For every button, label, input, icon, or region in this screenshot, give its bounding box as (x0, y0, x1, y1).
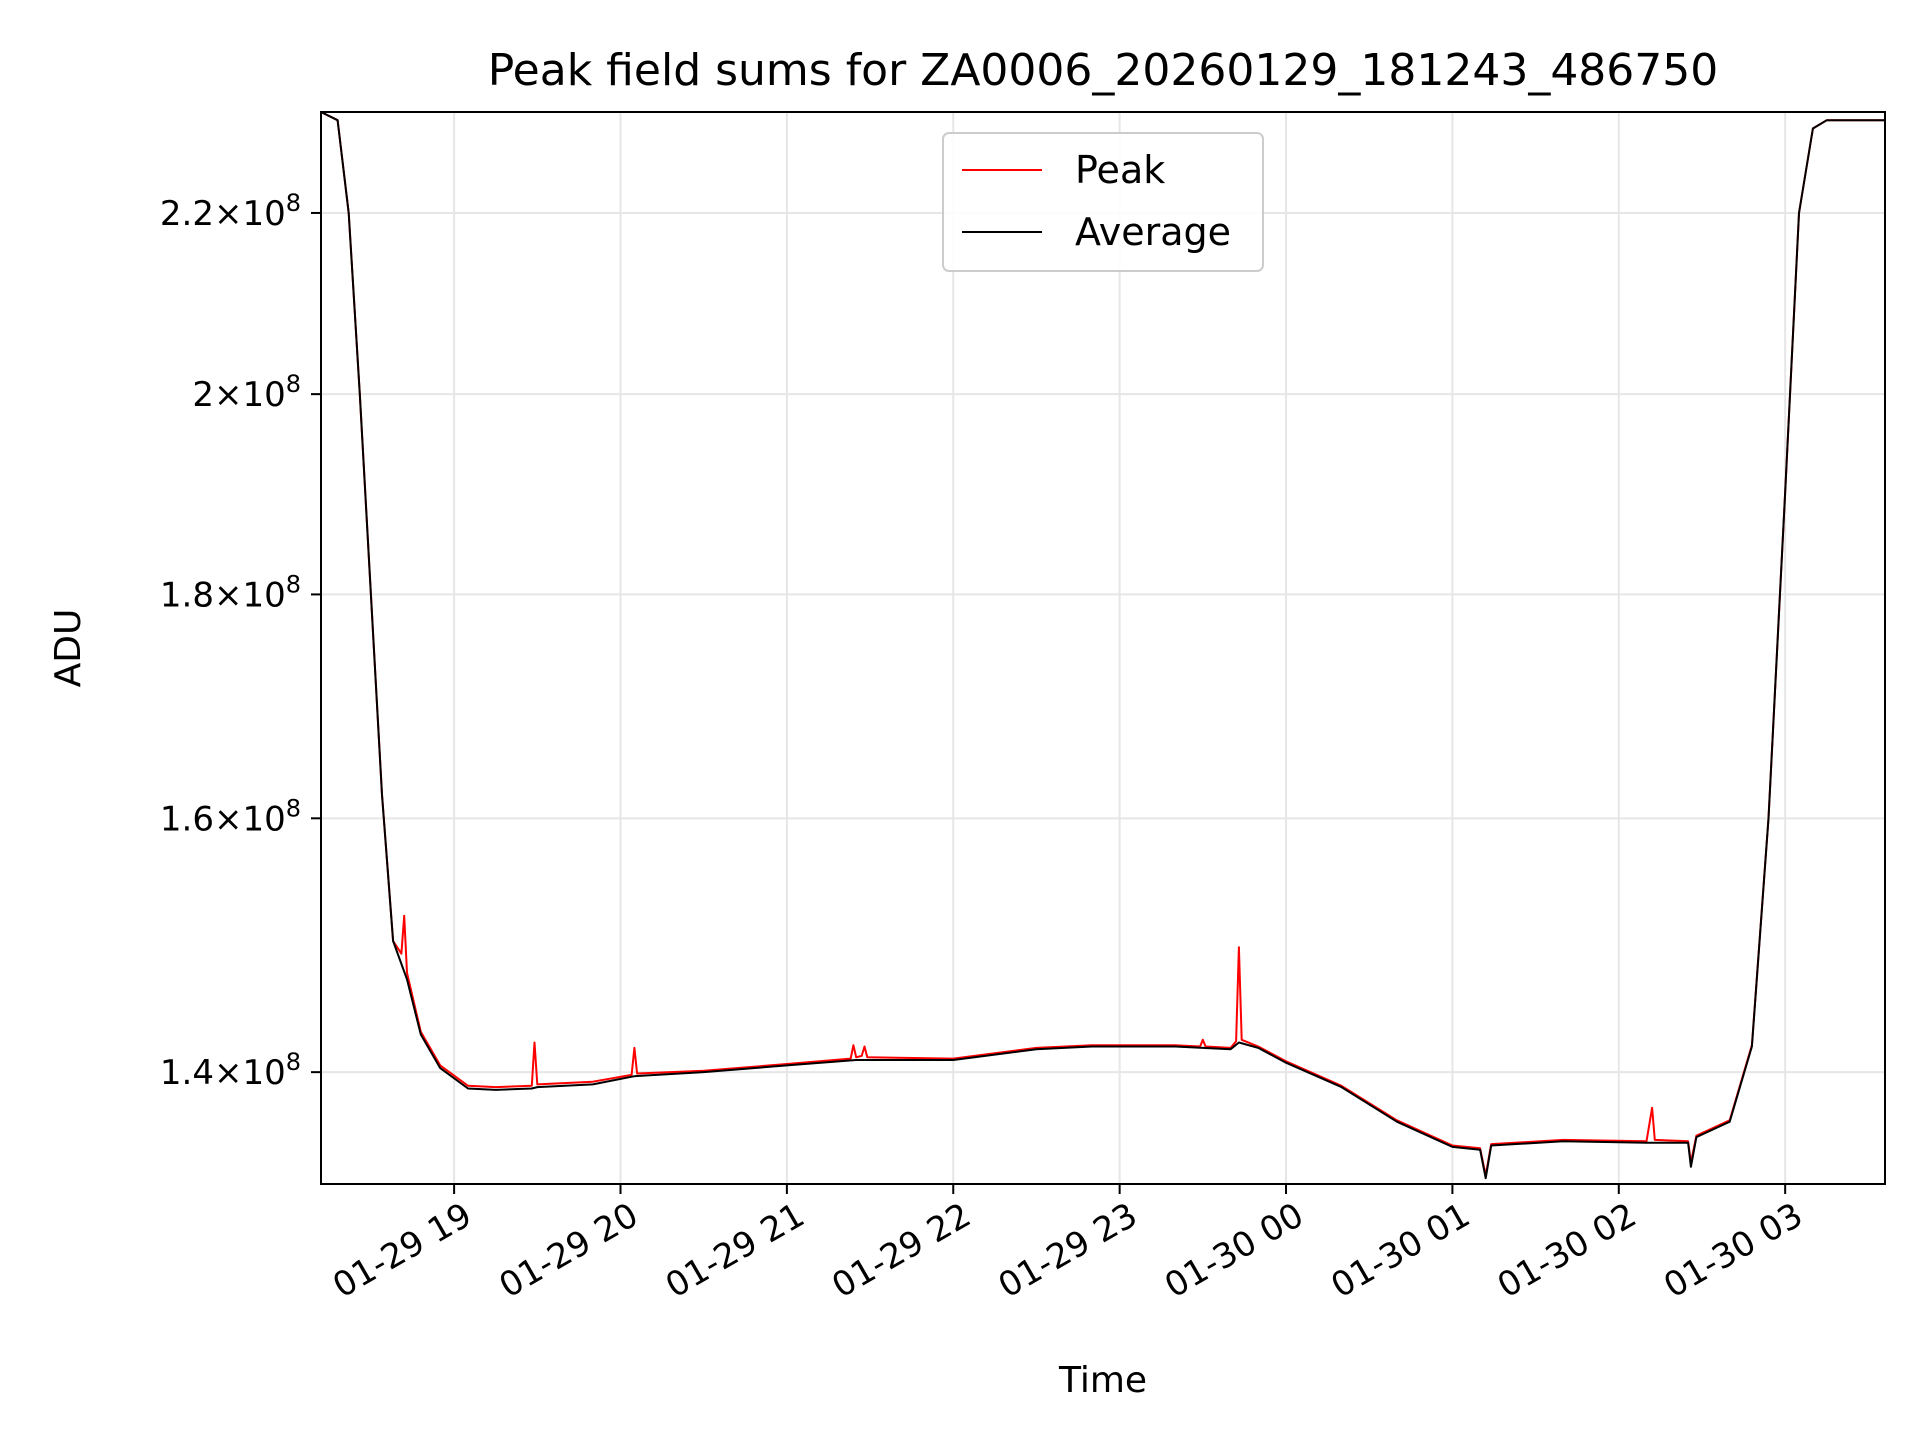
y-tick-label: 1.6×108 (160, 794, 301, 839)
y-tick-mantissa: 1.6 (160, 799, 214, 839)
y-tick-exponent: 8 (286, 794, 301, 822)
y-tick-mantissa: 1.8 (160, 575, 214, 615)
y-tick-label: 2.2×108 (160, 189, 301, 234)
y-tick-exponent: 8 (286, 370, 301, 398)
y-tick-exponent: 8 (286, 1048, 301, 1076)
y-tick-times-ten: ×10 (214, 575, 286, 615)
y-tick-times-ten: ×10 (214, 194, 286, 234)
y-tick-times-ten: ×10 (214, 375, 286, 415)
y-tick-times-ten: ×10 (214, 1053, 286, 1093)
y-tick-label: 1.8×108 (160, 570, 301, 615)
chart-title: Peak field sums for ZA0006_20260129_1812… (488, 45, 1719, 96)
legend: Peak Average (942, 132, 1264, 272)
legend-label-peak: Peak (1075, 148, 1165, 192)
y-tick-mantissa: 2.2 (160, 194, 214, 234)
y-tick-label: 1.4×108 (160, 1048, 301, 1093)
series-line-average (321, 112, 1885, 1180)
x-axis-label: Time (1058, 1360, 1147, 1401)
legend-box (942, 132, 1264, 272)
y-tick-mantissa: 2 (192, 375, 214, 415)
plot-series (321, 112, 1885, 1180)
series-line-peak (321, 112, 1885, 1177)
y-tick-exponent: 8 (286, 189, 301, 217)
y-tick-label: 2×108 (192, 370, 301, 415)
y-tick-mantissa: 1.4 (160, 1053, 214, 1093)
y-tick-exponent: 8 (286, 570, 301, 598)
y-tick-times-ten: ×10 (214, 799, 286, 839)
plot-frame (320, 111, 1886, 1185)
legend-label-average: Average (1075, 210, 1231, 254)
y-axis-label: ADU (48, 609, 89, 688)
